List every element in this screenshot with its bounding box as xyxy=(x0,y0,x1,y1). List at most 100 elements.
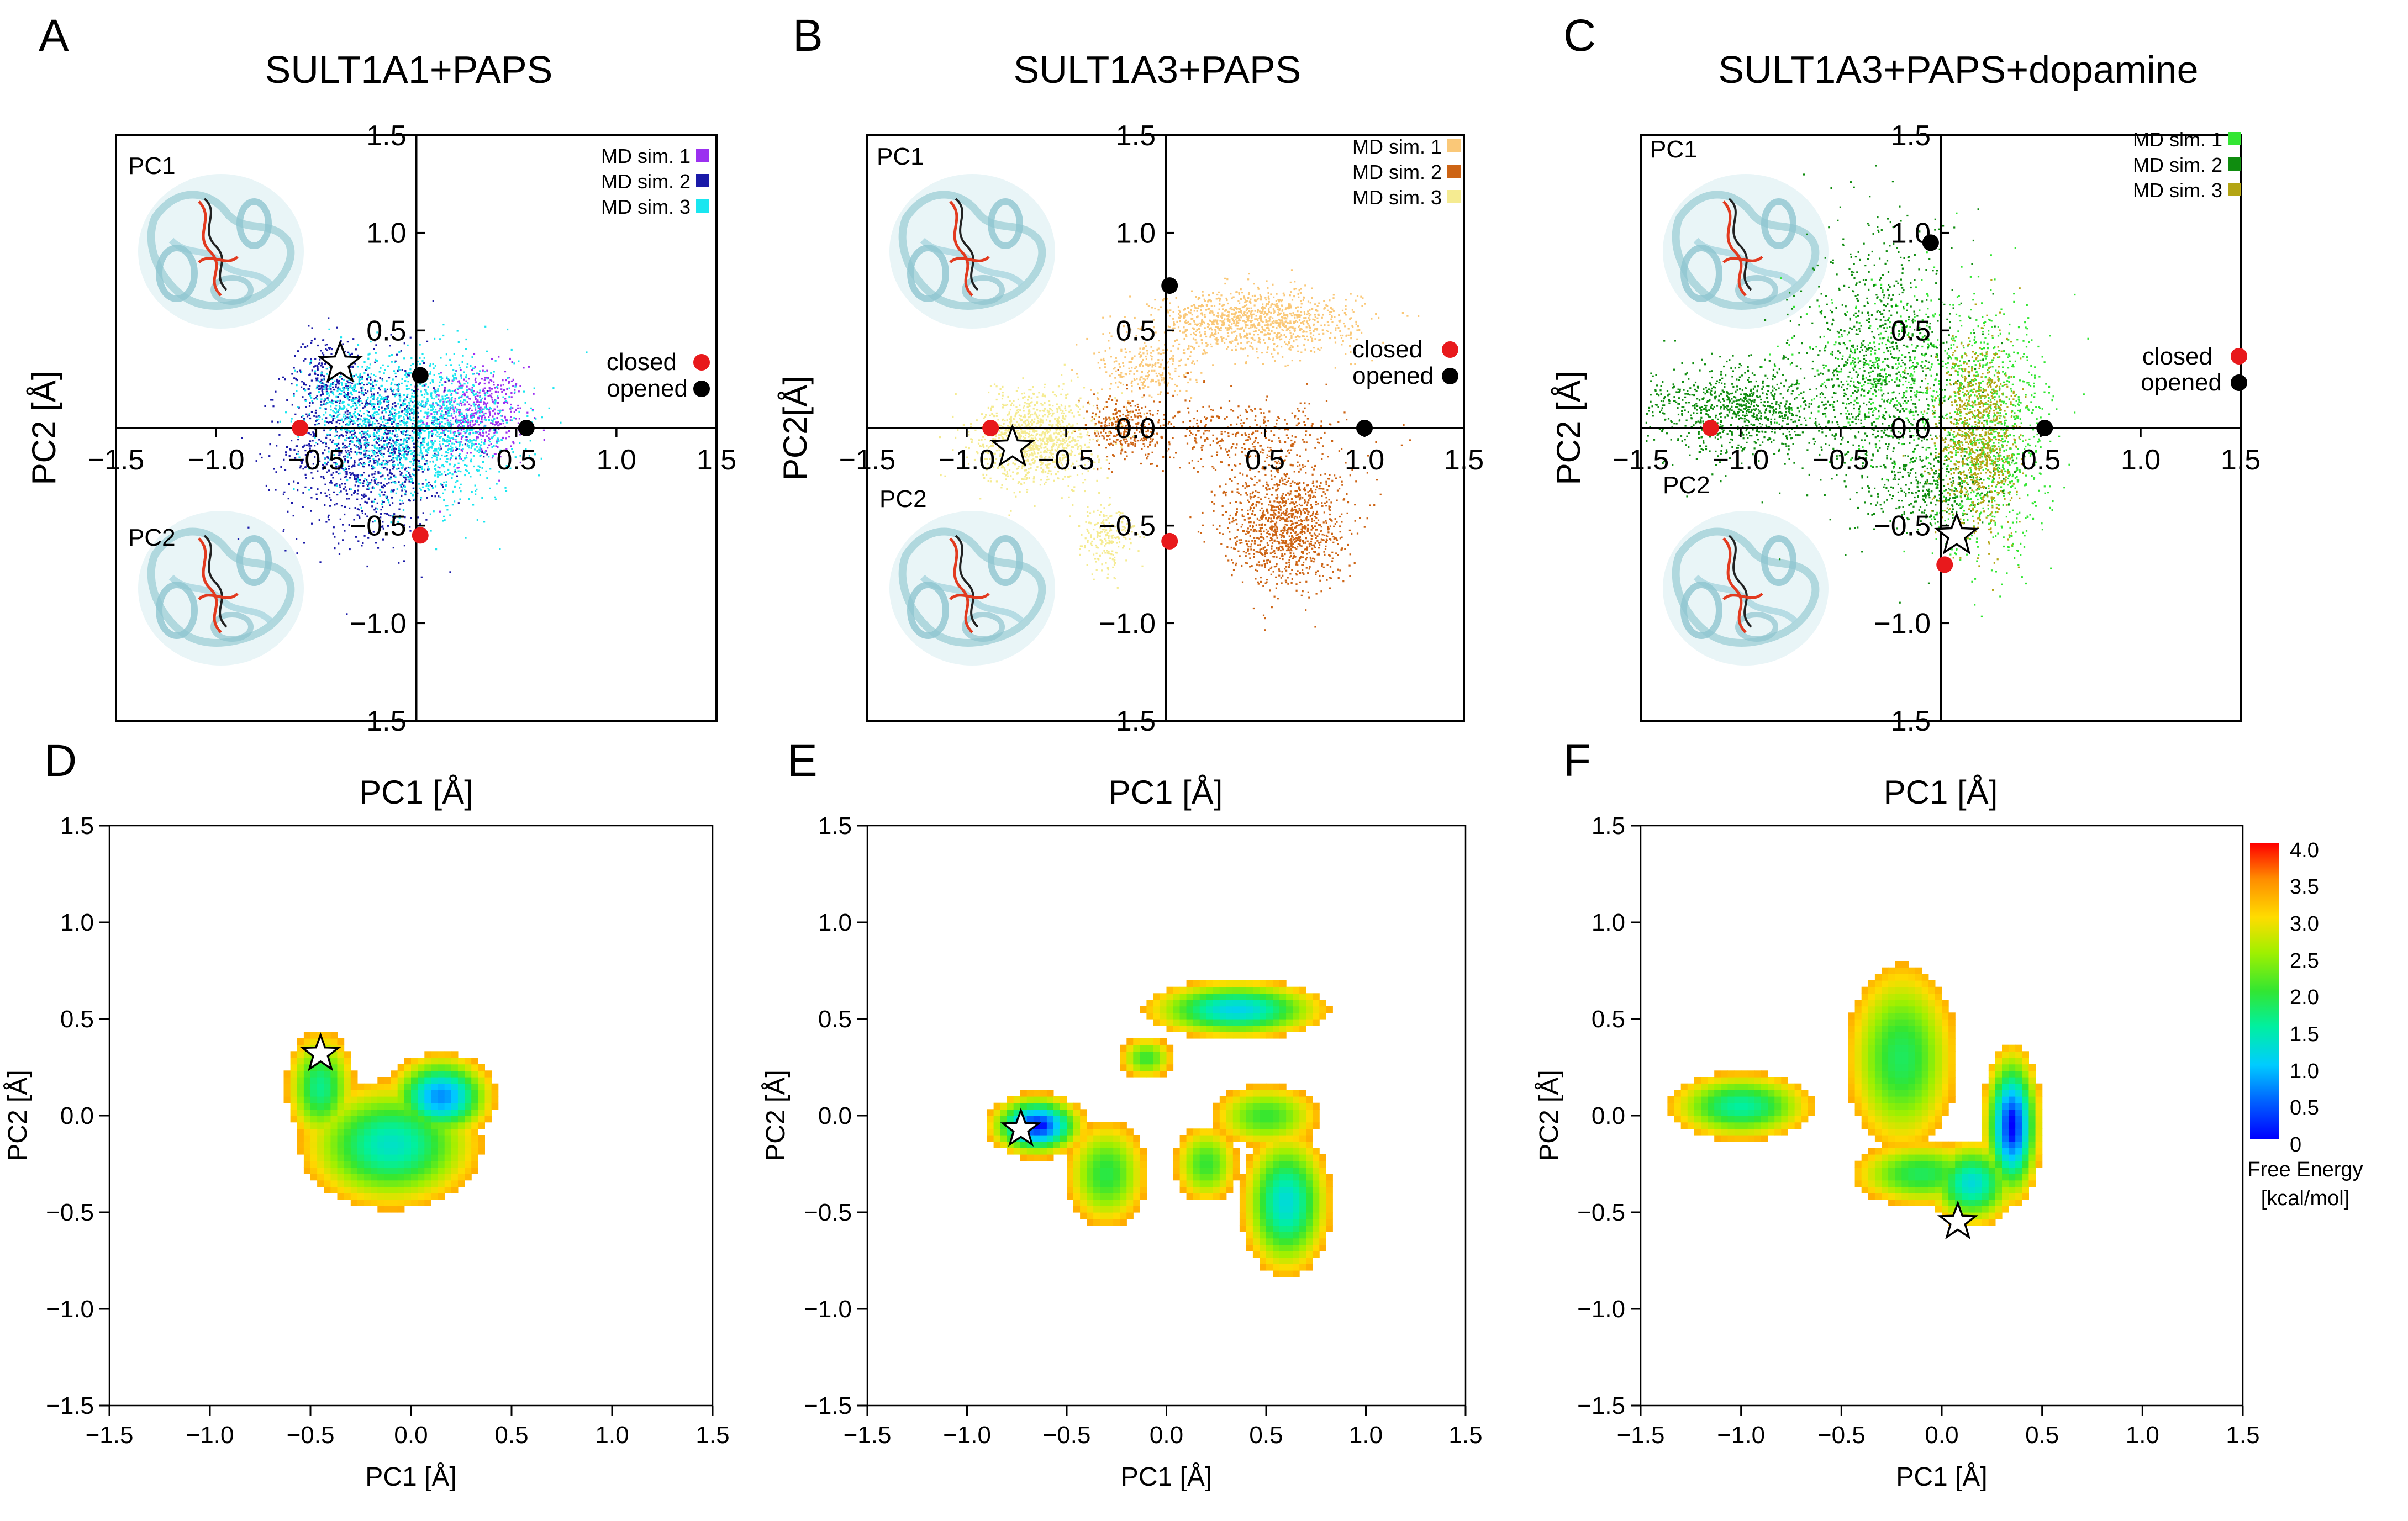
data-point xyxy=(381,475,383,477)
data-point xyxy=(1253,294,1256,297)
data-point xyxy=(1269,324,1272,326)
data-point xyxy=(1227,315,1230,318)
data-point xyxy=(312,431,314,434)
data-point xyxy=(454,389,456,391)
data-point xyxy=(371,449,373,451)
data-point xyxy=(478,433,480,436)
data-point xyxy=(316,364,318,366)
data-point xyxy=(394,409,397,411)
data-point xyxy=(352,419,354,422)
data-point xyxy=(330,480,332,482)
data-point xyxy=(435,417,438,419)
data-point xyxy=(1139,378,1141,381)
data-point xyxy=(439,338,441,340)
data-point xyxy=(394,442,397,445)
data-point xyxy=(409,409,412,411)
data-point xyxy=(317,470,319,472)
data-point xyxy=(1185,314,1188,316)
data-point xyxy=(486,477,488,479)
data-point xyxy=(377,547,380,549)
data-point xyxy=(1150,378,1153,381)
data-point xyxy=(423,404,425,406)
data-point xyxy=(377,455,379,457)
data-point xyxy=(361,525,364,527)
data-point xyxy=(386,398,388,400)
data-point xyxy=(459,402,461,404)
data-point xyxy=(445,413,447,415)
data-point xyxy=(447,445,449,447)
data-point xyxy=(1250,342,1252,344)
data-point xyxy=(361,382,363,384)
data-point xyxy=(1123,325,1125,328)
data-point xyxy=(368,419,370,421)
data-point xyxy=(371,464,373,467)
data-point xyxy=(1248,300,1251,303)
data-point xyxy=(1271,321,1273,323)
data-point xyxy=(502,379,504,382)
data-point xyxy=(428,485,430,487)
data-point xyxy=(1183,309,1185,311)
data-point xyxy=(1131,380,1134,382)
data-point xyxy=(336,401,338,403)
data-point xyxy=(484,440,486,443)
data-point xyxy=(483,521,486,523)
data-point xyxy=(1285,343,1287,345)
data-point xyxy=(472,431,475,434)
data-point xyxy=(494,360,497,362)
data-point xyxy=(379,447,381,449)
data-point xyxy=(449,358,451,361)
data-point xyxy=(1352,311,1355,313)
data-point xyxy=(356,451,359,453)
data-point xyxy=(1342,340,1344,342)
data-point xyxy=(372,531,375,533)
data-point xyxy=(320,362,323,365)
data-point xyxy=(444,389,446,392)
data-point xyxy=(1339,319,1342,321)
y-tick-label: 1.0 xyxy=(366,218,406,250)
data-point xyxy=(330,415,333,418)
data-point xyxy=(1171,357,1173,360)
data-point xyxy=(1216,323,1219,325)
data-point xyxy=(1201,319,1203,321)
data-point xyxy=(346,380,349,382)
data-point xyxy=(1223,304,1225,306)
data-point xyxy=(468,434,471,436)
data-point xyxy=(1251,326,1254,328)
data-point xyxy=(1332,294,1335,296)
data-point xyxy=(360,387,362,389)
data-point xyxy=(455,411,457,413)
data-point xyxy=(320,492,322,494)
data-point xyxy=(389,436,392,439)
data-point xyxy=(1156,348,1158,351)
data-point xyxy=(404,451,406,453)
data-point xyxy=(377,461,379,463)
data-point xyxy=(344,350,346,353)
data-point xyxy=(1293,322,1295,324)
data-point xyxy=(1086,337,1088,340)
data-point xyxy=(356,366,359,368)
data-point xyxy=(462,419,465,421)
data-point xyxy=(1226,315,1229,317)
data-point xyxy=(373,374,375,376)
data-point xyxy=(439,445,442,447)
data-point xyxy=(376,420,378,422)
data-point xyxy=(486,350,488,352)
data-point xyxy=(1146,375,1148,377)
data-point xyxy=(491,388,493,390)
data-point xyxy=(1154,299,1156,301)
data-point xyxy=(380,509,382,511)
data-point xyxy=(334,504,336,506)
data-point xyxy=(279,420,281,422)
data-point xyxy=(324,457,326,459)
data-point xyxy=(296,552,298,554)
data-point xyxy=(471,413,473,415)
data-point xyxy=(346,493,349,495)
data-point xyxy=(1220,326,1222,329)
data-point xyxy=(429,404,431,406)
data-point xyxy=(432,408,434,410)
data-point xyxy=(411,440,414,442)
data-point xyxy=(395,376,397,378)
data-point xyxy=(476,411,478,414)
data-point xyxy=(1160,377,1163,379)
data-point xyxy=(489,389,492,392)
